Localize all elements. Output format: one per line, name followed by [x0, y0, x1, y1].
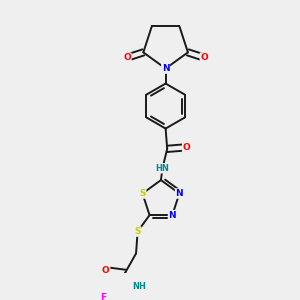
Text: O: O	[102, 266, 110, 275]
Text: O: O	[123, 53, 131, 62]
Text: S: S	[139, 189, 146, 198]
Text: O: O	[200, 53, 208, 62]
Text: O: O	[183, 143, 190, 152]
Text: S: S	[134, 227, 141, 236]
Text: HN: HN	[156, 164, 170, 173]
Text: N: N	[169, 211, 176, 220]
Text: N: N	[176, 189, 183, 198]
Text: NH: NH	[132, 282, 146, 291]
Text: N: N	[162, 64, 170, 73]
Text: F: F	[100, 293, 106, 300]
